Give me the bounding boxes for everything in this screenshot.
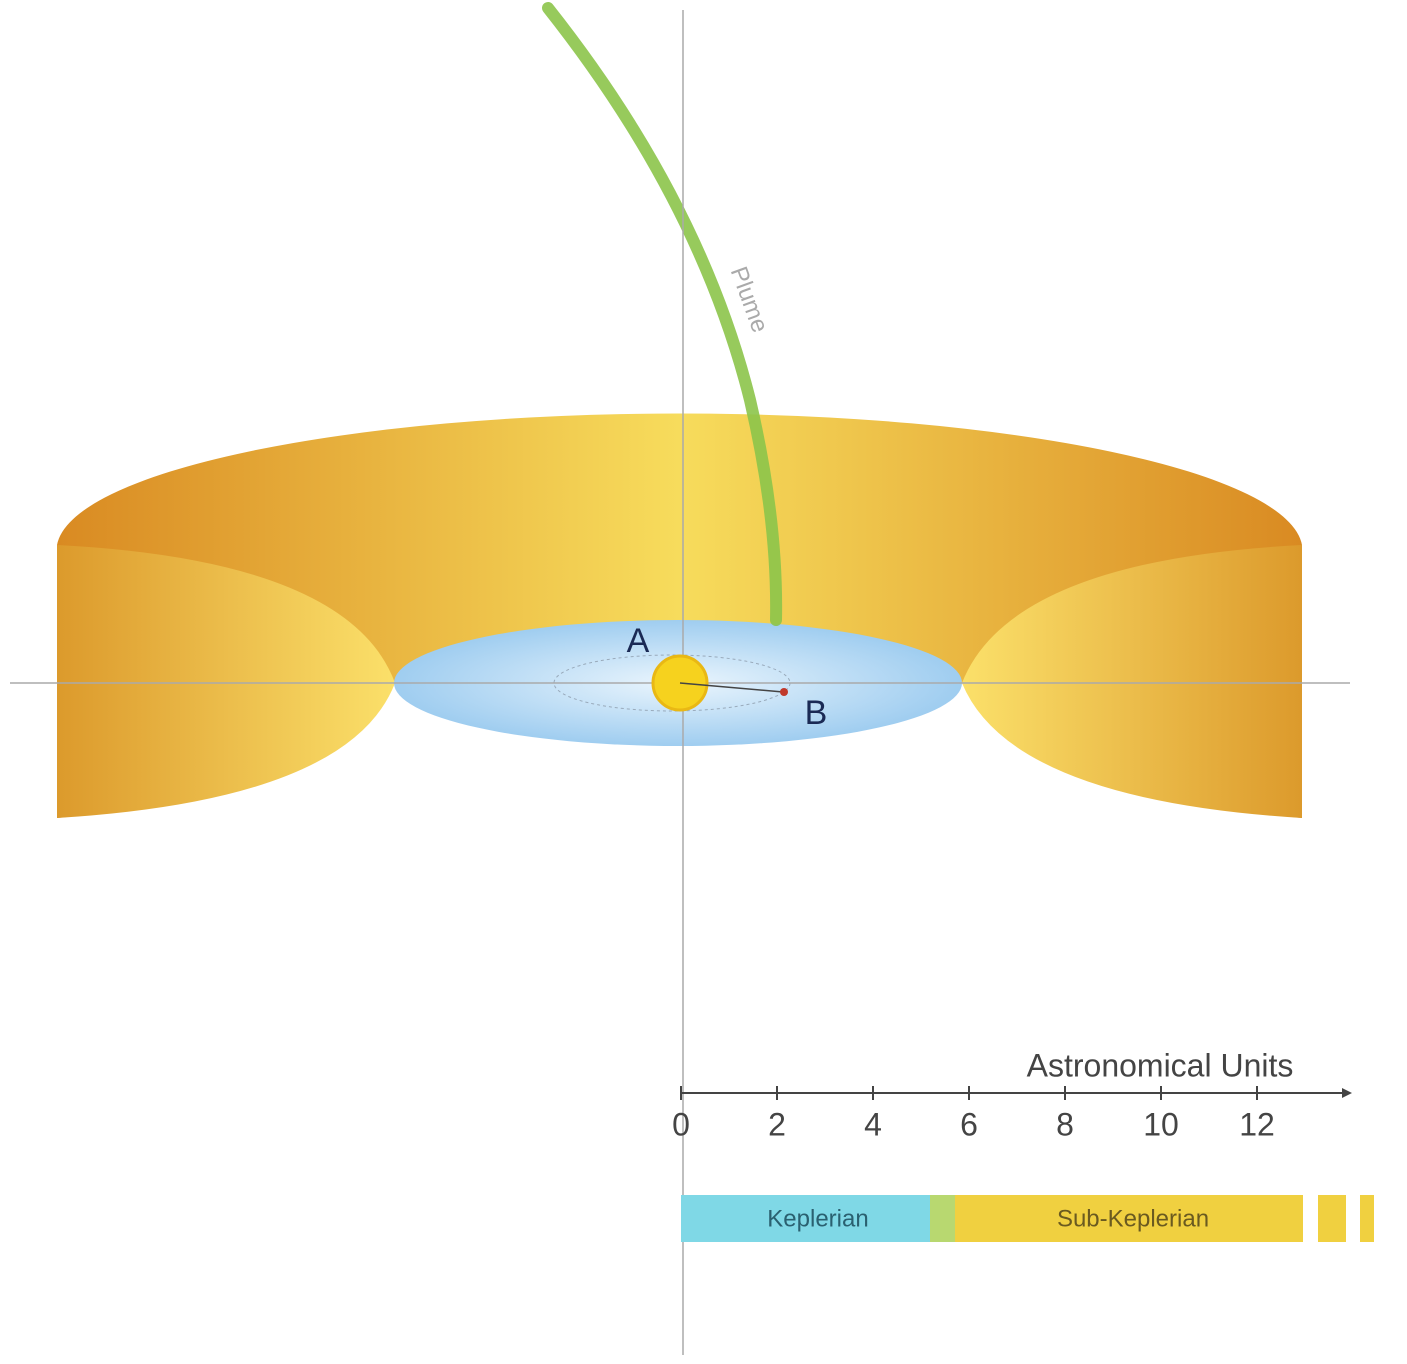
label-a: A [627,622,650,660]
keplerian-label: Keplerian [767,1205,868,1232]
scale-arrow [1342,1088,1352,1098]
scale: Astronomical Units 0 2 4 6 8 10 12 [672,1047,1352,1142]
tick-label: 4 [864,1106,882,1142]
axis-title: Astronomical Units [1027,1047,1294,1083]
sub-keplerian-label: Sub-Keplerian [1057,1205,1209,1232]
band-piece [1318,1195,1346,1242]
companion-b [780,688,788,696]
tick-label: 12 [1239,1106,1275,1142]
tick-label: 6 [960,1106,978,1142]
diagram: Plume A B Astronomical Units 024681012 K… [0,0,1407,1364]
tick-label: 8 [1056,1106,1074,1142]
tick-label: 10 [1143,1106,1179,1142]
tick-label: 0 [672,1106,690,1142]
tick-label: 2 [768,1106,786,1142]
label-b: B [805,694,828,732]
band-piece [1360,1195,1374,1242]
